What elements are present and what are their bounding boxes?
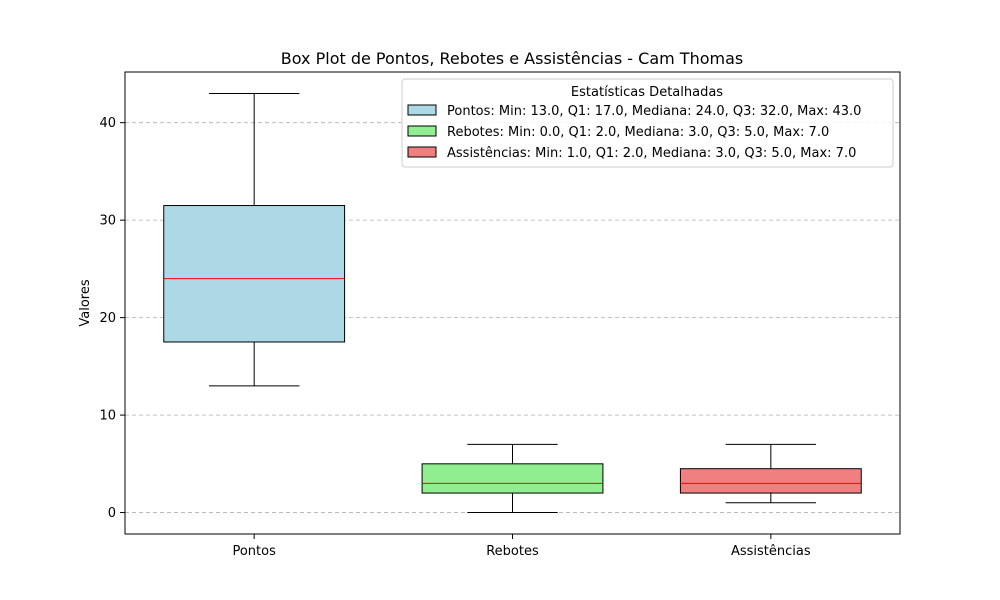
box-iqr: [163, 205, 346, 343]
boxes: [163, 92, 862, 514]
legend-swatch: [407, 104, 437, 116]
y-axis-label: Valores: [78, 279, 93, 326]
box-iqr: [679, 468, 862, 494]
box-iqr: [421, 463, 604, 494]
legend-entry: Assistências: Min: 1.0, Q1: 2.0, Mediana…: [447, 146, 856, 161]
y-axis: 0 10 20 30 40: [99, 116, 125, 521]
legend-entry: Rebotes: Min: 0.0, Q1: 2.0, Mediana: 3.0…: [447, 125, 829, 140]
legend-swatch: [407, 146, 437, 158]
y-tick-label: 30: [99, 214, 116, 229]
x-axis: Pontos Rebotes Assistências: [232, 534, 811, 559]
x-tick-label: Rebotes: [486, 544, 539, 559]
y-tick-label: 40: [99, 116, 116, 131]
y-tick-label: 10: [99, 409, 116, 424]
box-rebotes: [421, 443, 604, 514]
y-tick-label: 20: [99, 311, 116, 326]
box-assistências: [679, 443, 862, 504]
legend: Estatísticas Detalhadas Pontos: Min: 13.…: [401, 78, 894, 168]
x-tick-label: Pontos: [232, 544, 276, 559]
legend-frame: [401, 78, 894, 168]
chart-title: Box Plot de Pontos, Rebotes e Assistênci…: [281, 49, 743, 68]
legend-swatch: [407, 125, 437, 137]
legend-entry: Pontos: Min: 13.0, Q1: 17.0, Mediana: 24…: [447, 104, 861, 119]
legend-title: Estatísticas Detalhadas: [571, 85, 723, 100]
x-tick-label: Assistências: [731, 544, 811, 559]
y-tick-label: 0: [108, 506, 116, 521]
box-pontos: [163, 92, 346, 387]
